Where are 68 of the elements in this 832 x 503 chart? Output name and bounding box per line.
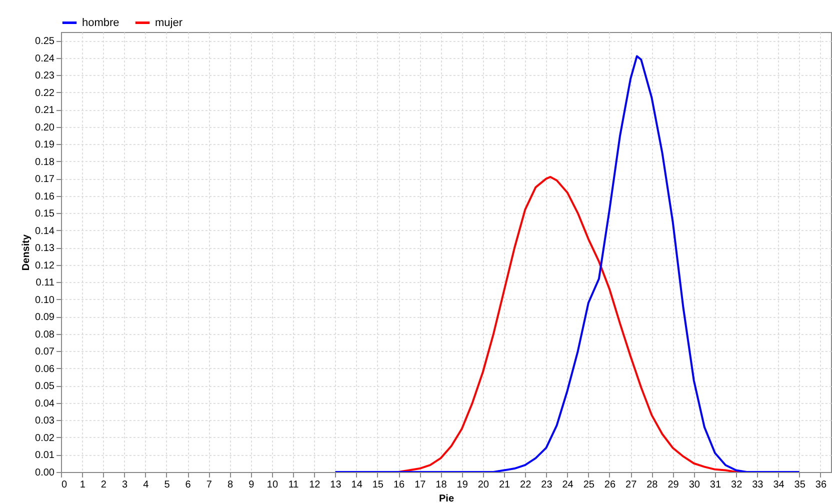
x-tick-label: 8 [227, 480, 234, 490]
x-tick-label: 15 [372, 480, 384, 490]
y-tick-label: 0.09 [35, 312, 55, 324]
y-axis-title: Density [21, 234, 32, 271]
x-tick-label: 30 [688, 480, 700, 490]
line-series [334, 55, 800, 472]
y-tick-label: 0.00 [35, 468, 55, 478]
y-tick-label: 0.24 [35, 53, 55, 64]
y-tick-label: 0.13 [35, 243, 55, 254]
x-tick-label: 5 [164, 480, 170, 490]
y-tick-label: 0.06 [35, 364, 55, 375]
legend-label: mujer [155, 16, 183, 29]
x-tick-label: 4 [143, 480, 150, 490]
x-tick-label: 18 [436, 480, 448, 490]
y-tick-label: 0.05 [35, 381, 55, 392]
y-tick-label: 0.25 [35, 36, 55, 48]
x-tick-label: 9 [248, 480, 255, 490]
x-tick-label: 1 [80, 480, 86, 490]
legend-label: hombre [82, 16, 120, 29]
x-tick-label: 13 [330, 480, 342, 490]
y-tick-label: 0.14 [35, 226, 55, 237]
x-tick-label: 2 [100, 480, 107, 490]
y-tick-label: 0.12 [35, 260, 55, 272]
x-tick-label: 31 [710, 480, 722, 490]
y-tick-label: 0.07 [35, 346, 55, 358]
x-tick-label: 6 [185, 480, 192, 490]
x-tick-label: 12 [309, 480, 321, 490]
y-tick-label: 0.04 [35, 398, 55, 410]
y-tick-label: 0.11 [36, 278, 55, 289]
y-tick-label: 0.16 [35, 191, 55, 202]
x-tick-label: 33 [752, 480, 764, 490]
x-tick-label: 22 [520, 480, 532, 490]
y-tick-label: 0.20 [35, 122, 55, 134]
x-tick-label: 23 [541, 480, 553, 490]
y-tick-label: 0.08 [35, 329, 55, 340]
x-tick-label: 24 [562, 480, 574, 490]
x-tick-label: 19 [456, 480, 468, 490]
x-tick-label: 11 [288, 480, 300, 490]
x-tick-label: 7 [206, 480, 212, 490]
x-tick-label: 3 [122, 480, 128, 490]
x-tick-label: 34 [773, 480, 785, 490]
y-tick-label: 0.01 [35, 450, 55, 462]
y-tick-label: 0.17 [35, 174, 55, 186]
x-tick-label: 0 [62, 480, 68, 490]
y-tick-label: 0.10 [35, 294, 55, 306]
x-tick-label: 29 [668, 480, 680, 490]
x-tick-label: 36 [815, 480, 827, 490]
x-tick-label: 25 [583, 480, 595, 490]
x-tick-label: 35 [794, 480, 806, 490]
x-tick-label: 27 [626, 480, 638, 490]
x-tick-label: 14 [351, 480, 363, 490]
x-tick-label: 21 [498, 480, 511, 490]
x-tick-label: 16 [393, 480, 406, 490]
x-tick-label: 20 [478, 480, 490, 490]
y-tick-label: 0.02 [35, 432, 55, 444]
x-tick-label: 26 [604, 480, 616, 490]
y-tick-label: 0.21 [35, 105, 55, 116]
y-tick-label: 0.18 [35, 156, 55, 168]
y-tick-label: 0.22 [35, 88, 55, 99]
y-tick-label: 0.23 [35, 70, 55, 82]
x-tick-label: 10 [266, 480, 278, 490]
x-tick-label: 28 [646, 480, 658, 490]
x-tick-label: 32 [731, 480, 743, 490]
y-tick-label: 0.15 [35, 208, 55, 220]
y-tick-label: 0.03 [35, 416, 55, 427]
x-axis-title: Pie [438, 494, 454, 503]
y-tick-label: 0.19 [35, 140, 55, 151]
x-tick-label: 17 [414, 480, 426, 490]
